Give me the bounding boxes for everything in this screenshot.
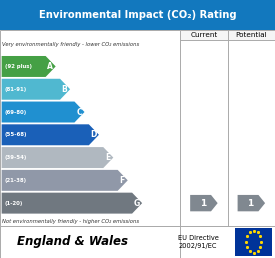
Polygon shape — [2, 147, 113, 168]
Text: Not environmentally friendly - higher CO₂ emissions: Not environmentally friendly - higher CO… — [2, 220, 139, 224]
Text: C: C — [76, 108, 82, 117]
Polygon shape — [190, 195, 218, 211]
Polygon shape — [2, 193, 142, 214]
Text: Current: Current — [190, 32, 218, 38]
Polygon shape — [2, 56, 56, 77]
Text: B: B — [62, 85, 67, 94]
Text: (39-54): (39-54) — [5, 155, 27, 160]
Text: E: E — [105, 153, 111, 162]
Text: (69-80): (69-80) — [5, 109, 27, 115]
Bar — [0, 226, 275, 258]
Polygon shape — [2, 102, 84, 123]
Bar — [180, 30, 275, 40]
Polygon shape — [238, 195, 265, 211]
Text: 1: 1 — [247, 199, 254, 208]
Text: A: A — [47, 62, 53, 71]
Polygon shape — [2, 124, 99, 145]
Bar — [235, 228, 272, 256]
Text: (81-91): (81-91) — [5, 87, 27, 92]
Polygon shape — [2, 79, 70, 100]
Text: (92 plus): (92 plus) — [5, 64, 32, 69]
Text: Very environmentally friendly - lower CO₂ emissions: Very environmentally friendly - lower CO… — [2, 42, 139, 47]
Text: F: F — [120, 176, 125, 185]
Text: G: G — [133, 199, 140, 208]
Text: (1-20): (1-20) — [5, 201, 23, 206]
Text: Environmental Impact (CO₂) Rating: Environmental Impact (CO₂) Rating — [39, 10, 236, 20]
Text: D: D — [90, 130, 97, 139]
Bar — [0, 0, 275, 30]
Text: Potential: Potential — [235, 32, 267, 38]
Text: England & Wales: England & Wales — [16, 235, 128, 248]
Text: EU Directive
2002/91/EC: EU Directive 2002/91/EC — [178, 235, 218, 249]
Text: (55-68): (55-68) — [5, 132, 28, 137]
Text: 1: 1 — [200, 199, 206, 208]
Polygon shape — [2, 170, 128, 191]
Text: (21-38): (21-38) — [5, 178, 27, 183]
Bar — [0, 30, 275, 226]
